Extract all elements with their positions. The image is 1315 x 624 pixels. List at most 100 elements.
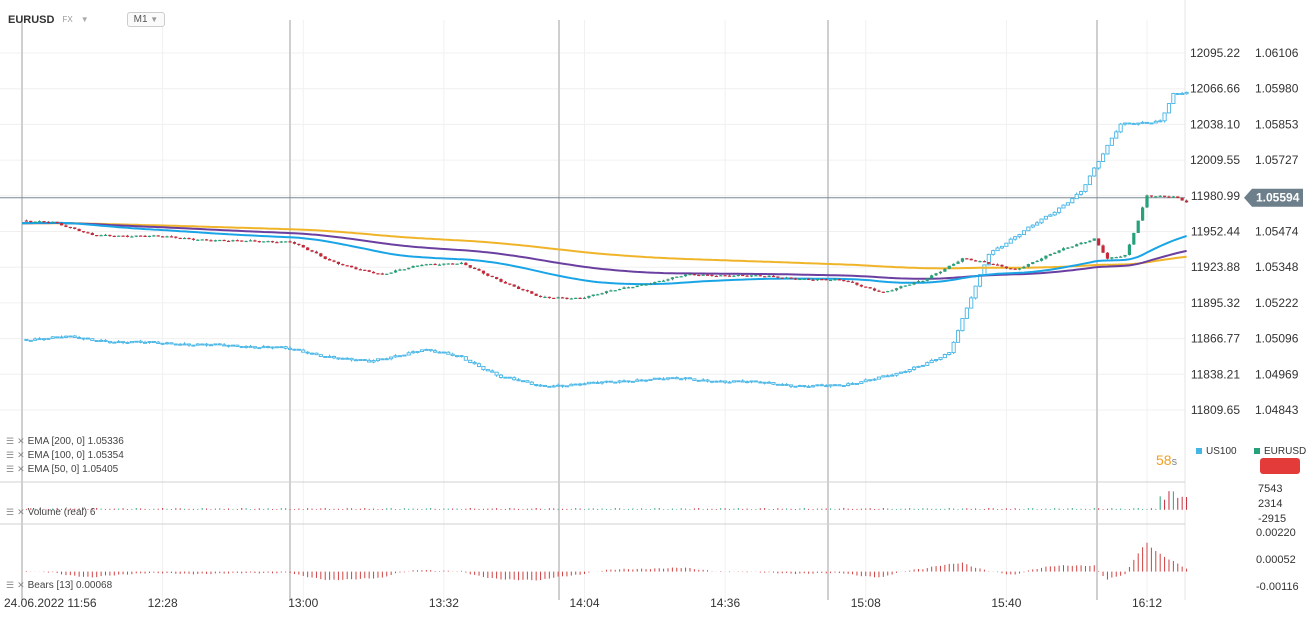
eurusd-candle [648, 283, 653, 285]
eurusd-candle [42, 221, 46, 223]
eurusd-candle [925, 278, 929, 281]
eurusd-candle [802, 278, 806, 280]
eurusd-candle [859, 284, 863, 287]
us100-candle [846, 383, 851, 386]
eurusd-candle [908, 284, 912, 286]
eurusd-candle [301, 245, 305, 248]
eurusd-candle [934, 273, 938, 276]
eurusd-candle [262, 241, 266, 243]
eurusd-price-badge[interactable] [1260, 458, 1300, 474]
settings-icon[interactable]: ☰ [6, 450, 15, 460]
eurusd-candle [626, 287, 631, 289]
us100-candle [46, 337, 51, 340]
us100-candle [630, 380, 635, 383]
us100-candle [24, 338, 29, 341]
close-icon[interactable]: ✕ [17, 464, 25, 474]
eurusd-candle [1070, 246, 1074, 248]
y-tick-left: 11866.77 [1191, 332, 1240, 346]
us100-candle [222, 344, 227, 347]
eurusd-candle [433, 263, 437, 266]
eurusd-candle [389, 272, 393, 274]
symbol-dropdown-icon[interactable]: ▼ [80, 15, 89, 24]
us100-candle [582, 383, 587, 386]
indicator-ema100[interactable]: ☰ ✕ EMA [100, 0] 1.05354 [6, 450, 124, 461]
us100-candle [969, 297, 974, 309]
eurusd-candle [525, 290, 529, 292]
eurusd-candle [881, 291, 885, 293]
eurusd-candle [947, 265, 951, 269]
eurusd-candle [349, 265, 354, 268]
indicator-bears[interactable]: ☰ ✕ Bears [13] 0.00068 [6, 580, 112, 591]
eurusd-candle [222, 239, 226, 242]
us100-candle [674, 377, 679, 380]
us100-candle [758, 381, 763, 384]
compare-us100[interactable]: US100 [1196, 446, 1237, 457]
us100-candle [406, 352, 411, 356]
eurusd-candle [402, 269, 406, 271]
settings-icon[interactable]: ☰ [6, 464, 15, 474]
indicator-ema50[interactable]: ☰ ✕ EMA [50, 0] 1.05405 [6, 464, 118, 475]
y-tick-right: 1.05727 [1255, 153, 1299, 167]
us100-candle [244, 345, 249, 348]
indicator-volume[interactable]: ☰ ✕ Volume (real) 6 [6, 507, 95, 518]
eurusd-candle [178, 237, 182, 240]
timeframe-select[interactable]: M1 ▼ [126, 12, 166, 27]
y-tick-right: 1.05980 [1255, 82, 1299, 96]
us100-candle [890, 374, 895, 377]
settings-icon[interactable]: ☰ [6, 580, 15, 590]
eurusd-candle [1022, 266, 1026, 269]
eurusd-candle [59, 223, 64, 226]
eurusd-candle [850, 281, 855, 283]
us100-candle [564, 385, 569, 388]
close-icon[interactable]: ✕ [17, 450, 25, 460]
us100-candle [459, 355, 464, 358]
us100-candle [375, 358, 381, 362]
eurusd-candle [846, 280, 850, 283]
eurusd-candle [543, 296, 547, 299]
us100-candle [481, 366, 486, 371]
eurusd-candle [978, 261, 982, 263]
indicator-label: Volume (real) 6 [27, 507, 96, 518]
eurusd-candle [152, 235, 156, 237]
us100-candle [810, 385, 816, 388]
settings-icon[interactable]: ☰ [6, 507, 15, 517]
close-icon[interactable]: ✕ [17, 580, 25, 590]
eurusd-candle [793, 278, 798, 280]
us100-candle [740, 380, 745, 383]
close-icon[interactable]: ✕ [17, 507, 25, 517]
us100-candle [455, 355, 460, 358]
eurusd-candle [1123, 254, 1127, 257]
us100-candle [173, 343, 178, 346]
eurusd-candle [407, 267, 411, 270]
compare-eurusd[interactable]: EURUSD [1254, 446, 1306, 457]
eurusd-candle [156, 235, 160, 237]
eurusd-candle [679, 276, 683, 278]
eurusd-candle [95, 234, 99, 237]
eurusd-candle [1048, 254, 1052, 256]
us100-candle [1043, 215, 1048, 220]
us100-candle [463, 356, 468, 361]
eurusd-candle [815, 279, 820, 281]
eurusd-candle [429, 263, 433, 266]
eurusd-candle [565, 297, 569, 299]
us100-candle [824, 385, 829, 388]
us100-candle [701, 379, 706, 382]
bears-tick: 0.00220 [1256, 527, 1296, 539]
us100-candle [367, 359, 372, 363]
us100-candle [595, 382, 600, 384]
settings-icon[interactable]: ☰ [6, 436, 15, 446]
eurusd-candle [244, 240, 248, 243]
us100-candle [643, 379, 649, 382]
indicator-ema200[interactable]: ☰ ✕ EMA [200, 0] 1.05336 [6, 436, 124, 447]
us100-candle [1114, 131, 1119, 139]
us100-candle [485, 369, 490, 372]
us100-candle [1101, 153, 1106, 162]
close-icon[interactable]: ✕ [17, 436, 25, 446]
us100-candle [90, 338, 95, 341]
eurusd-candle [367, 270, 371, 272]
eurusd-candle [495, 277, 499, 280]
eurusd-candle [635, 285, 639, 288]
eurusd-candle [1114, 257, 1118, 259]
